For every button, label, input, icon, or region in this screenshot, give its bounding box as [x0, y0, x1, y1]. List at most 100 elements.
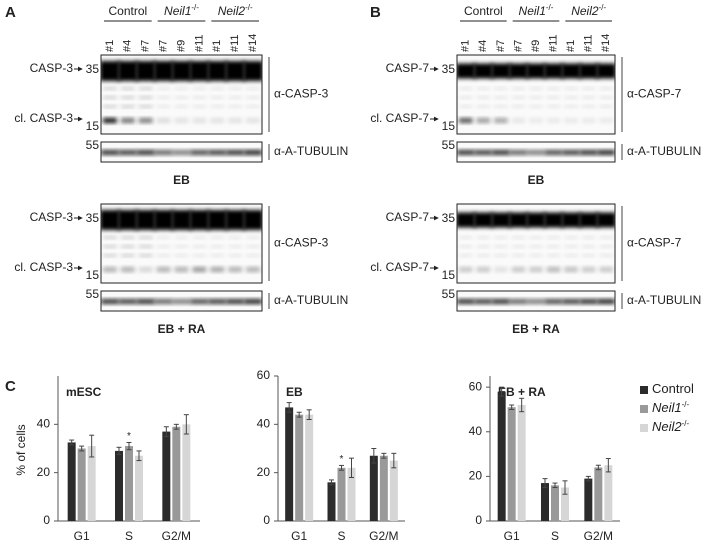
error-bar — [306, 409, 312, 420]
band — [473, 63, 494, 79]
group-label-sup: -/- — [191, 3, 199, 12]
faint-band — [246, 87, 260, 90]
faint-band — [103, 96, 117, 99]
faint-band — [210, 254, 225, 257]
blot-frame — [456, 54, 616, 135]
band — [228, 118, 243, 123]
bar — [507, 407, 516, 521]
group-label-sup: -/- — [245, 3, 253, 12]
faint-band — [459, 105, 473, 108]
band — [226, 150, 245, 155]
legend-swatch — [640, 424, 648, 432]
faint-band — [494, 245, 508, 248]
lane-label: #14 — [247, 34, 259, 52]
size-marker: 55 — [86, 287, 100, 301]
size-marker: 35 — [442, 62, 456, 76]
band — [226, 299, 245, 304]
y-tick-label: 20 — [469, 469, 483, 483]
faint-band — [174, 254, 189, 257]
faint-band — [120, 105, 135, 108]
error-bar — [79, 445, 85, 452]
faint-band — [156, 254, 171, 257]
faint-band — [192, 236, 207, 239]
error-bar — [89, 434, 95, 458]
band — [578, 63, 599, 79]
band — [174, 118, 189, 123]
faint-band — [228, 245, 243, 248]
band — [597, 150, 615, 155]
band — [190, 299, 209, 304]
group-label-main: Neil1 — [519, 4, 546, 18]
faint-band — [156, 245, 171, 248]
bands — [101, 142, 262, 162]
faint-band — [138, 87, 153, 90]
band — [529, 118, 543, 123]
bar — [541, 483, 549, 521]
blot-frame — [456, 290, 616, 312]
band — [156, 267, 171, 272]
band — [596, 212, 615, 228]
lane-label: #4 — [122, 40, 134, 52]
condition-label: EB — [173, 173, 190, 187]
band — [543, 63, 564, 79]
bar — [305, 414, 314, 521]
antibody-label: α-A-TUBULIN — [274, 293, 348, 307]
band — [210, 267, 225, 272]
panel-label: A — [5, 4, 16, 21]
group-label-main: Control — [464, 4, 503, 18]
band — [174, 267, 189, 272]
faint-band — [103, 105, 117, 108]
band — [508, 63, 529, 79]
chart-title: mESC — [66, 385, 102, 399]
lane-label: #14 — [600, 34, 612, 52]
faint-band — [192, 87, 207, 90]
band-label: CASP-3 — [30, 61, 74, 75]
band — [118, 150, 137, 155]
faint-band — [476, 254, 491, 257]
faint-band — [228, 105, 243, 108]
panel-label: C — [5, 378, 16, 395]
blot — [456, 203, 616, 312]
x-tick-label: G2/M — [369, 529, 398, 543]
band — [135, 210, 156, 230]
error-bar — [585, 475, 591, 482]
bar — [67, 442, 76, 521]
band — [562, 299, 580, 304]
band — [118, 299, 137, 304]
y-axis-label: % of cells — [14, 424, 28, 475]
faint-band — [120, 87, 135, 90]
group-label: Neil2-/- — [571, 3, 606, 18]
error-bar — [286, 402, 292, 413]
size-marker: 15 — [442, 268, 456, 282]
faint-band — [511, 254, 526, 257]
bar — [115, 450, 123, 521]
faint-band — [192, 96, 207, 99]
band — [103, 267, 117, 272]
error-bar — [552, 482, 558, 489]
bar — [172, 426, 181, 521]
band — [153, 61, 174, 81]
faint-band — [103, 87, 117, 90]
band — [171, 210, 192, 230]
faint-band — [459, 245, 473, 248]
band — [154, 150, 173, 155]
blot-frame — [100, 203, 263, 284]
faint-band — [228, 236, 243, 239]
antibody-label: α-A-TUBULIN — [627, 293, 701, 307]
band — [564, 267, 578, 272]
band — [243, 61, 262, 81]
band — [564, 118, 578, 123]
error-bar — [339, 464, 344, 471]
bar — [285, 407, 294, 521]
error-bar — [329, 479, 334, 486]
band — [492, 299, 510, 304]
faint-band — [599, 87, 613, 90]
faint-band — [228, 254, 243, 257]
faint-band — [156, 87, 171, 90]
band — [228, 267, 243, 272]
faint-band — [476, 245, 491, 248]
band — [491, 63, 511, 79]
faint-band — [494, 96, 508, 99]
band — [476, 118, 491, 123]
